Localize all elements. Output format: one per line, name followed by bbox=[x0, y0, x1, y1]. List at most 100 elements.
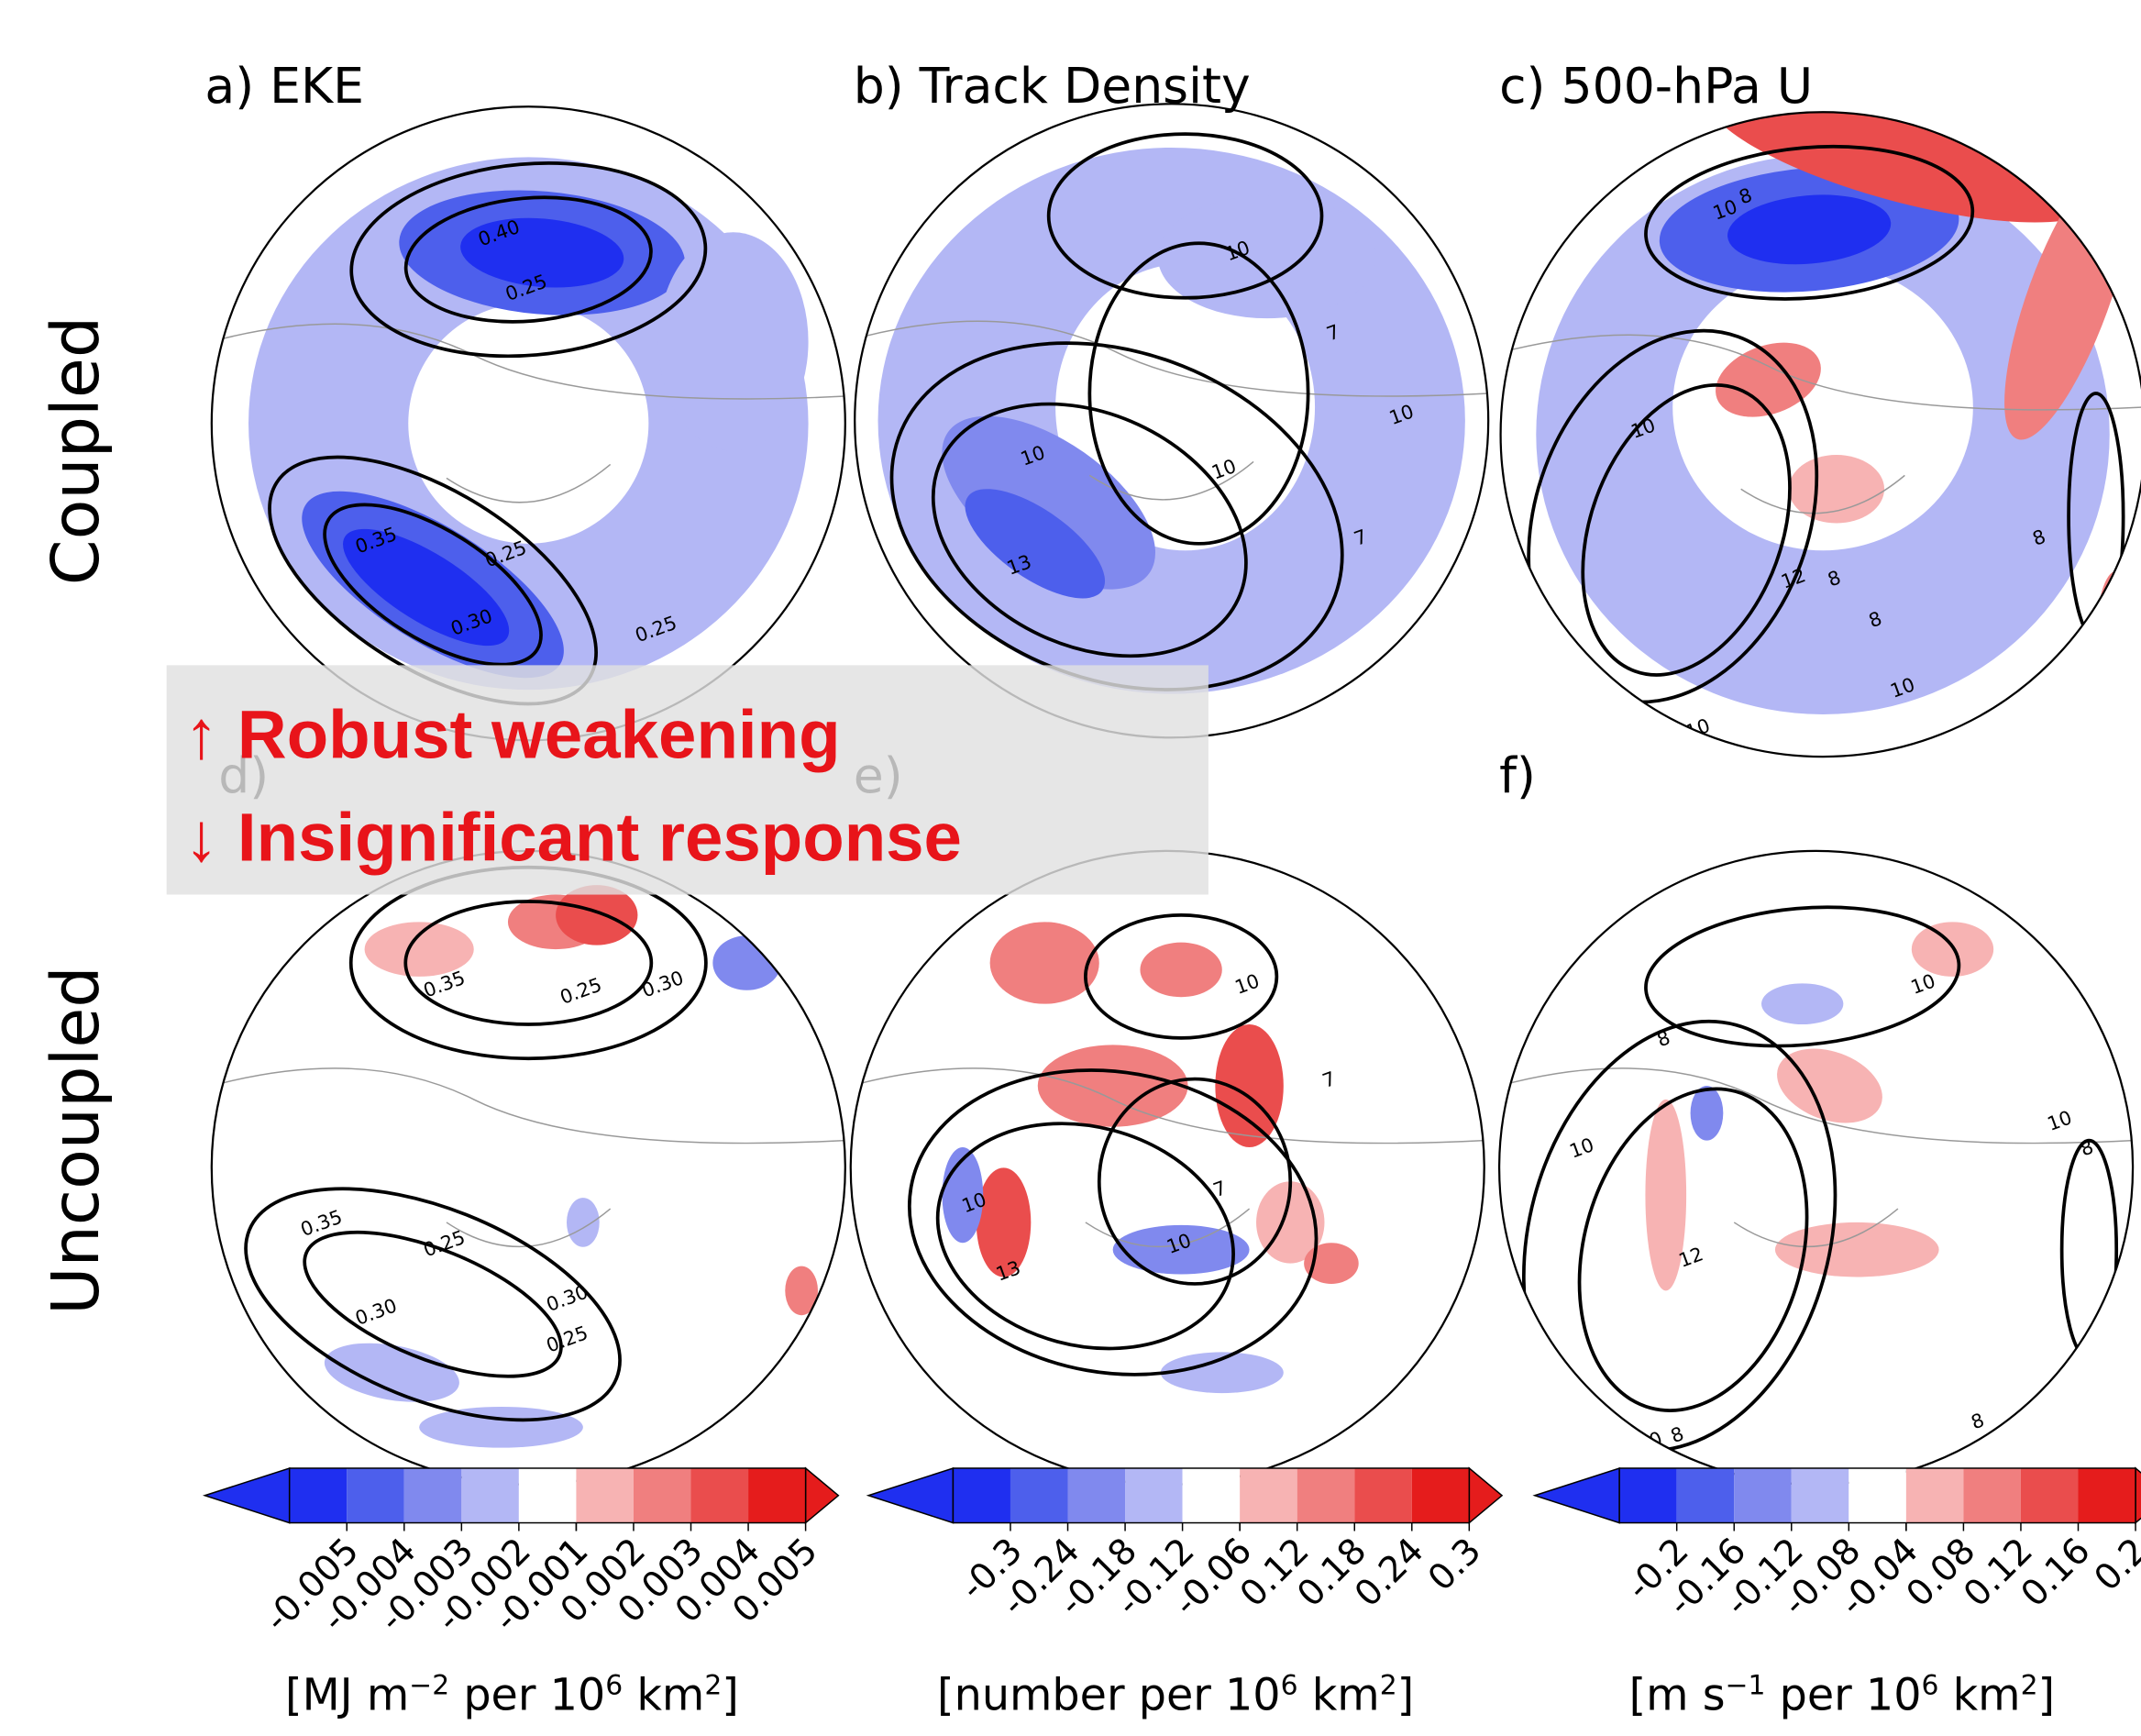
contour-label: 10 bbox=[1594, 1421, 1624, 1450]
coastline bbox=[855, 320, 1489, 501]
coastline bbox=[1499, 1067, 2134, 1248]
shading bbox=[1304, 1243, 1359, 1284]
shading bbox=[408, 303, 649, 544]
shading bbox=[1037, 1045, 1188, 1127]
colorbar-segment bbox=[1354, 1467, 1412, 1523]
shading bbox=[567, 1198, 600, 1247]
colorbar-tick-label: 0.24 bbox=[1347, 1531, 1432, 1616]
colorbar-segment bbox=[690, 1467, 749, 1523]
colorbar-segment bbox=[1676, 1467, 1735, 1523]
shading bbox=[1215, 1024, 1284, 1148]
colorbar-segment bbox=[1963, 1467, 2021, 1523]
shading bbox=[1716, 342, 1821, 417]
contour bbox=[403, 195, 653, 324]
unit-part: per 10 bbox=[449, 1671, 605, 1721]
unit-part: 6 bbox=[1922, 1669, 1939, 1701]
shading bbox=[965, 489, 1106, 599]
contour bbox=[303, 1230, 563, 1378]
colorbar-segment bbox=[1905, 1467, 1964, 1523]
unit-part: per 10 bbox=[1765, 1671, 1921, 1721]
unit-part: ] bbox=[2038, 1671, 2056, 1721]
unit-part: km bbox=[1938, 1671, 2020, 1721]
colorbar-segment bbox=[1297, 1467, 1355, 1523]
contour bbox=[1577, 1087, 1809, 1412]
colorbar-segment bbox=[1240, 1467, 1297, 1523]
unit-part: km bbox=[623, 1671, 704, 1721]
colorbar-unit: [MJ m−2 per 106 km2] bbox=[285, 1669, 739, 1721]
colorbar-extend-low bbox=[1532, 1466, 1620, 1524]
shading bbox=[1706, 112, 2103, 223]
contour-label: 8 bbox=[2057, 676, 2076, 701]
contour bbox=[1084, 913, 1279, 1040]
colorbar-segment bbox=[576, 1467, 634, 1523]
shading bbox=[1672, 263, 1973, 551]
contour bbox=[323, 503, 543, 667]
colorbar-tick-label: 0.2 bbox=[2087, 1531, 2141, 1599]
annotation-line: ↑ Robust weakening bbox=[184, 697, 841, 773]
colorbar-segment bbox=[1791, 1467, 1849, 1523]
colorbar-segment bbox=[347, 1467, 404, 1523]
panel-title: f) bbox=[1499, 746, 1536, 804]
contour bbox=[1087, 241, 1310, 546]
map-panel: 0.400.250.35 0.250.30 0.25 bbox=[211, 106, 845, 741]
row-label: Coupled bbox=[38, 316, 114, 585]
contour bbox=[1644, 905, 1961, 1048]
shading bbox=[1690, 1086, 1724, 1141]
colorbar-segment bbox=[2078, 1467, 2136, 1523]
shading bbox=[1774, 1222, 1939, 1277]
unit-part: 6 bbox=[1281, 1669, 1298, 1701]
shading bbox=[989, 922, 1099, 1004]
map-outline bbox=[1499, 111, 2141, 758]
shading bbox=[556, 885, 638, 945]
colorbar-extend-high bbox=[1468, 1466, 1504, 1525]
colorbar-outline bbox=[952, 1467, 1471, 1524]
contour bbox=[403, 900, 654, 1026]
colorbar-segment bbox=[953, 1467, 1010, 1523]
map-background bbox=[211, 850, 845, 1485]
colorbar-segment bbox=[1411, 1467, 1470, 1523]
colorbar-extend-high bbox=[804, 1466, 840, 1525]
shading bbox=[324, 1343, 459, 1402]
annotation-box bbox=[166, 665, 1208, 895]
contour bbox=[931, 402, 1248, 658]
colorbar-segment bbox=[633, 1467, 691, 1523]
panel-title: c) 500-hPa U bbox=[1499, 57, 1813, 115]
colorbar-segment bbox=[1067, 1467, 1126, 1523]
colorbar-segment bbox=[403, 1467, 462, 1523]
shading bbox=[657, 232, 809, 451]
shading bbox=[1160, 1352, 1284, 1394]
colorbar-segment bbox=[748, 1467, 806, 1523]
panel-title: b) Track Density bbox=[854, 57, 1251, 115]
colorbar-segment bbox=[1125, 1467, 1183, 1523]
unit-part: [number per 10 bbox=[937, 1671, 1281, 1721]
shading bbox=[1777, 1048, 1882, 1123]
shading bbox=[1140, 942, 1222, 998]
contour bbox=[1581, 383, 1792, 677]
shading bbox=[2095, 570, 2137, 708]
contour bbox=[1046, 132, 1324, 300]
unit-part: [MJ m bbox=[285, 1671, 409, 1721]
colorbar-tick-label: 0.3 bbox=[1420, 1531, 1489, 1599]
unit-part: 2 bbox=[2021, 1669, 2038, 1701]
colorbar-outline bbox=[288, 1467, 807, 1524]
colorbar-extend-low bbox=[866, 1466, 955, 1524]
unit-part: [m s bbox=[1629, 1671, 1726, 1721]
shading bbox=[419, 1406, 583, 1448]
shading bbox=[1727, 194, 1892, 265]
colorbar-segment bbox=[1010, 1467, 1068, 1523]
shading bbox=[1788, 455, 1885, 524]
contour bbox=[1097, 1077, 1293, 1286]
shading bbox=[343, 528, 510, 647]
coastline bbox=[211, 323, 845, 503]
colorbar-segment bbox=[2020, 1467, 2079, 1523]
map-background bbox=[1499, 850, 2134, 1485]
colorbar-unit: [number per 106 km2] bbox=[937, 1669, 1414, 1721]
colorbar-segment bbox=[1619, 1467, 1677, 1523]
contour bbox=[349, 161, 708, 359]
shading bbox=[1157, 195, 1377, 319]
colorbar-segment bbox=[461, 1467, 519, 1523]
